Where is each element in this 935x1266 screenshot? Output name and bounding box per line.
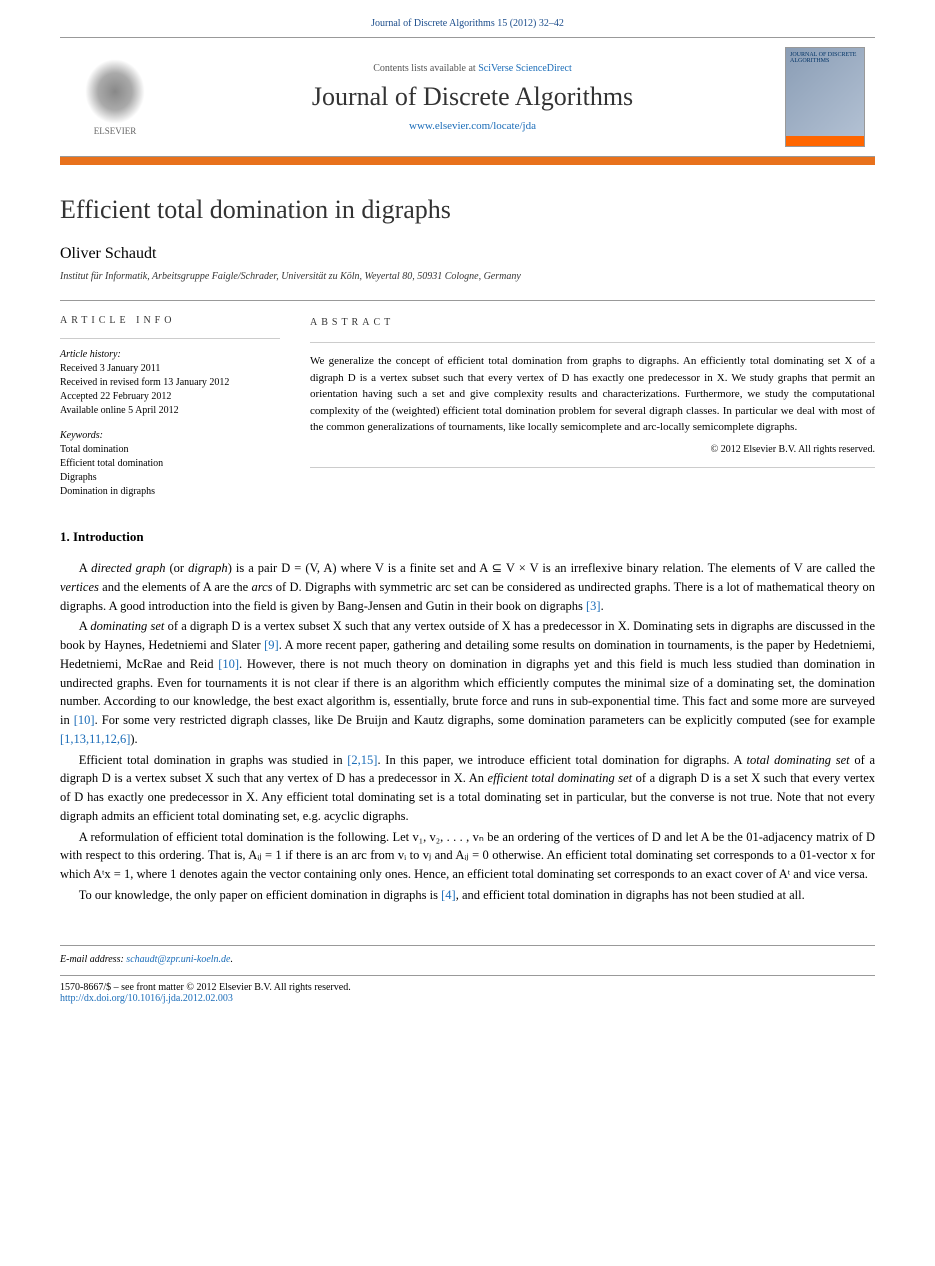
cover-text: JOURNAL OF DISCRETE ALGORITHMS <box>790 52 856 64</box>
abstract-heading: ABSTRACT <box>310 315 875 330</box>
publisher-name: ELSEVIER <box>94 126 137 136</box>
issn-copyright-line: 1570-8667/$ – see front matter © 2012 El… <box>60 982 875 993</box>
intro-paragraph-3: Efficient total domination in graphs was… <box>60 751 875 826</box>
history-label: Article history: <box>60 349 280 360</box>
intro-paragraph-1: A directed graph (or digraph) is a pair … <box>60 559 875 615</box>
author-email-link[interactable]: schaudt@zpr.uni-koeln.de <box>126 954 230 965</box>
intro-paragraph-5: To our knowledge, the only paper on effi… <box>60 886 875 905</box>
cover-stripe <box>786 136 864 146</box>
banner-center: Contents lists available at SciVerse Sci… <box>170 38 775 156</box>
intro-paragraph-4: A reformulation of efficient total domin… <box>60 828 875 884</box>
abstract-copyright: © 2012 Elsevier B.V. All rights reserved… <box>310 442 875 457</box>
header-citation: Journal of Discrete Algorithms 15 (2012)… <box>0 0 935 37</box>
journal-cover-thumbnail: JOURNAL OF DISCRETE ALGORITHMS <box>785 47 865 147</box>
abstract-column: ABSTRACT We generalize the concept of ef… <box>310 315 875 499</box>
citation-link[interactable]: [10] <box>218 657 239 671</box>
keyword: Efficient total domination <box>60 457 280 471</box>
elsevier-tree-icon <box>85 59 145 124</box>
term-total-dominating-set: total dominating set <box>747 753 850 767</box>
citation-link[interactable]: [4] <box>441 888 456 902</box>
journal-banner: ELSEVIER Contents lists available at Sci… <box>60 37 875 157</box>
abstract-divider-top <box>310 342 875 343</box>
orange-divider-bar <box>60 157 875 165</box>
text: To our knowledge, the only paper on effi… <box>79 888 441 902</box>
abstract-text: We generalize the concept of efficient t… <box>310 353 875 436</box>
email-label: E-mail address: <box>60 954 126 965</box>
term-digraph: digraph <box>188 561 228 575</box>
received-date: Received 3 January 2011 <box>60 362 280 376</box>
article-info-heading: ARTICLE INFO <box>60 315 280 326</box>
journal-homepage-link[interactable]: www.elsevier.com/locate/jda <box>409 120 536 132</box>
info-divider <box>60 338 280 339</box>
term-dominating-set: dominating set <box>90 619 164 633</box>
publisher-logo-cell: ELSEVIER <box>60 38 170 156</box>
term-vertices: vertices <box>60 580 99 594</box>
citation-link[interactable]: [10] <box>74 713 95 727</box>
text: A <box>79 561 91 575</box>
online-date: Available online 5 April 2012 <box>60 404 280 418</box>
text: . In this paper, we introduce efficient … <box>377 753 746 767</box>
citation-link[interactable]: [3] <box>586 599 601 613</box>
citation-link[interactable]: [9] <box>264 638 279 652</box>
keyword: Total domination <box>60 443 280 457</box>
text: ). <box>130 732 137 746</box>
author-affiliation: Institut für Informatik, Arbeitsgruppe F… <box>60 271 875 282</box>
author-name: Oliver Schaudt <box>60 245 875 263</box>
info-abstract-row: ARTICLE INFO Article history: Received 3… <box>60 300 875 499</box>
keyword: Domination in digraphs <box>60 485 280 499</box>
text: . <box>601 599 604 613</box>
text: and the elements of A are the <box>99 580 252 594</box>
doi-link[interactable]: http://dx.doi.org/10.1016/j.jda.2012.02.… <box>60 993 875 1004</box>
keyword: Digraphs <box>60 471 280 485</box>
text: . For some very restricted digraph class… <box>95 713 875 727</box>
email-line: E-mail address: schaudt@zpr.uni-koeln.de… <box>60 954 875 965</box>
article-title: Efficient total domination in digraphs <box>60 195 875 225</box>
journal-name: Journal of Discrete Algorithms <box>312 82 633 112</box>
section-heading-introduction: 1. Introduction <box>60 529 875 545</box>
contents-prefix: Contents lists available at <box>373 63 478 74</box>
contents-available-line: Contents lists available at SciVerse Sci… <box>373 63 572 74</box>
accepted-date: Accepted 22 February 2012 <box>60 390 280 404</box>
intro-paragraph-2: A dominating set of a digraph D is a ver… <box>60 617 875 748</box>
abstract-divider-bottom <box>310 467 875 468</box>
citation-link[interactable]: [1,13,11,12,6] <box>60 732 130 746</box>
keywords-label: Keywords: <box>60 430 280 441</box>
sciencedirect-link[interactable]: SciVerse ScienceDirect <box>478 63 572 74</box>
text: Efficient total domination in graphs was… <box>79 753 348 767</box>
term-directed-graph: directed graph <box>91 561 165 575</box>
term-efficient-total-dominating-set: efficient total dominating set <box>488 771 633 785</box>
elsevier-logo: ELSEVIER <box>78 52 153 142</box>
text: ) is a pair D = (V, A) where V is a fini… <box>228 561 875 575</box>
article-content: Efficient total domination in digraphs O… <box>0 195 935 1004</box>
footer-divider <box>60 975 875 976</box>
term-arcs: arcs <box>251 580 272 594</box>
footer-block: E-mail address: schaudt@zpr.uni-koeln.de… <box>60 945 875 1004</box>
text: A <box>79 619 91 633</box>
text: (or <box>165 561 188 575</box>
citation-link[interactable]: [2,15] <box>347 753 377 767</box>
text: , and efficient total domination in digr… <box>456 888 805 902</box>
journal-cover-cell: JOURNAL OF DISCRETE ALGORITHMS <box>775 38 875 156</box>
text: . <box>230 954 233 965</box>
article-info-column: ARTICLE INFO Article history: Received 3… <box>60 315 280 499</box>
revised-date: Received in revised form 13 January 2012 <box>60 376 280 390</box>
